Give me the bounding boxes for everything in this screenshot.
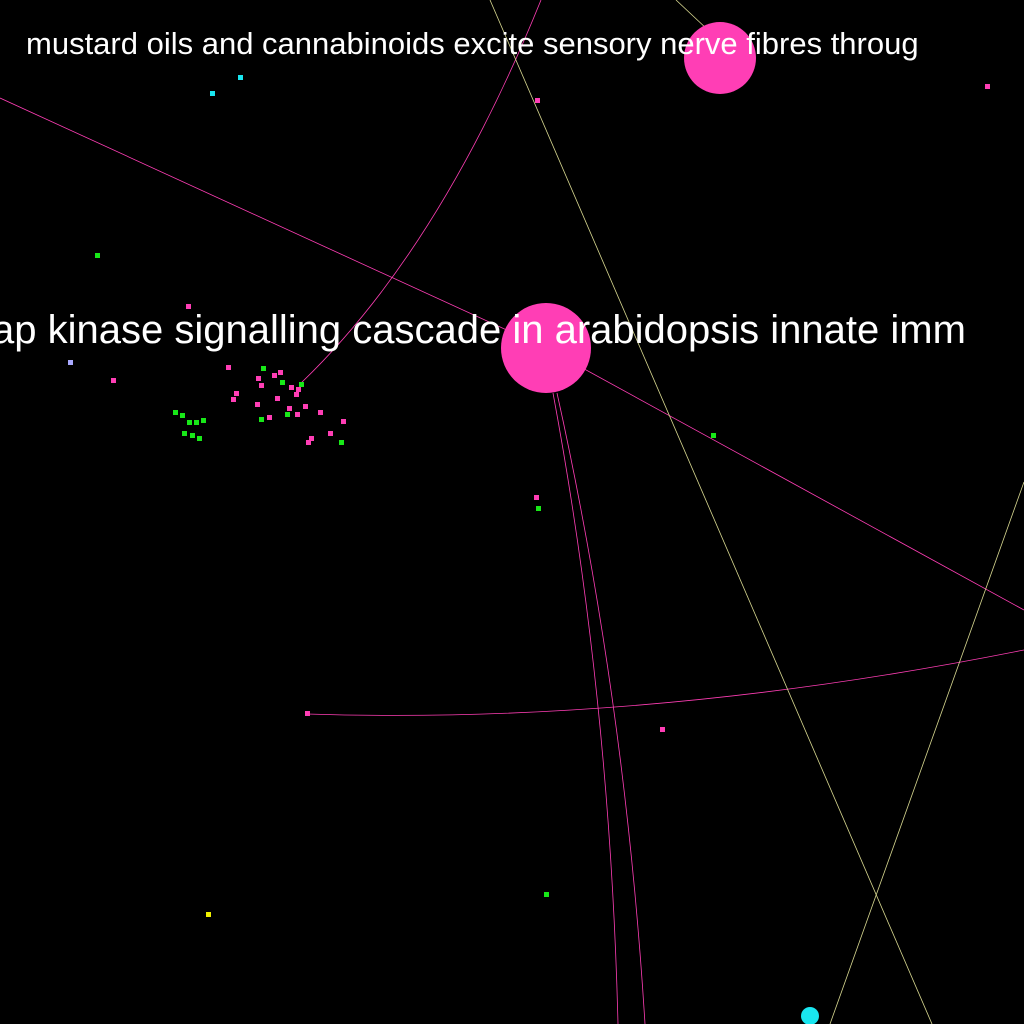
graph-node-small[interactable]: [544, 892, 549, 897]
graph-edge: [306, 649, 1024, 716]
graph-node-small[interactable]: [261, 366, 266, 371]
graph-node-small[interactable]: [231, 397, 236, 402]
graph-node-small[interactable]: [190, 433, 195, 438]
graph-node-small[interactable]: [536, 506, 541, 511]
graph-node-small[interactable]: [272, 373, 277, 378]
graph-node-small[interactable]: [255, 402, 260, 407]
graph-node-large[interactable]: [684, 22, 756, 94]
graph-node-small[interactable]: [256, 376, 261, 381]
graph-node-small[interactable]: [210, 91, 215, 96]
graph-node-small[interactable]: [275, 396, 280, 401]
graph-node-small[interactable]: [238, 75, 243, 80]
graph-node-small[interactable]: [660, 727, 665, 732]
graph-node-small[interactable]: [280, 380, 285, 385]
graph-node-small[interactable]: [306, 440, 311, 445]
graph-node-small[interactable]: [985, 84, 990, 89]
graph-node-small[interactable]: [95, 253, 100, 258]
graph-node-small[interactable]: [711, 433, 716, 438]
node-label-top: mustard oils and cannabinoids excite sen…: [26, 26, 919, 61]
graph-node-small[interactable]: [305, 711, 310, 716]
graph-node-small[interactable]: [194, 420, 199, 425]
graph-node-small[interactable]: [186, 304, 191, 309]
graph-node-small[interactable]: [267, 415, 272, 420]
graph-node-small[interactable]: [173, 410, 178, 415]
graph-node-small[interactable]: [68, 360, 73, 365]
graph-node-small[interactable]: [259, 383, 264, 388]
graph-node-small[interactable]: [534, 495, 539, 500]
graph-node-small[interactable]: [285, 412, 290, 417]
graph-edge: [556, 392, 646, 1024]
graph-node-small[interactable]: [303, 404, 308, 409]
graph-edge: [829, 481, 1024, 1024]
graph-node-small[interactable]: [278, 370, 283, 375]
graph-node-small[interactable]: [187, 420, 192, 425]
graph-node-small[interactable]: [339, 440, 344, 445]
graph-node-small[interactable]: [182, 431, 187, 436]
graph-node-small[interactable]: [318, 410, 323, 415]
graph-edge: [489, 0, 933, 1024]
graph-edge: [299, 0, 542, 385]
graph-node-small[interactable]: [296, 387, 301, 392]
graph-node-large[interactable]: [501, 303, 591, 393]
graph-node-small[interactable]: [180, 413, 185, 418]
graph-node-small[interactable]: [294, 392, 299, 397]
node-label-center: ap kinase signalling cascade in arabidop…: [0, 308, 966, 352]
graph-node-small[interactable]: [197, 436, 202, 441]
graph-node-small[interactable]: [309, 436, 314, 441]
graph-edge: [552, 392, 619, 1024]
graph-node-small[interactable]: [287, 406, 292, 411]
graph-node-small[interactable]: [328, 431, 333, 436]
graph-edge: [675, 0, 709, 31]
graph-node-small[interactable]: [206, 912, 211, 917]
graph-node[interactable]: [801, 1007, 819, 1024]
graph-node-small[interactable]: [234, 391, 239, 396]
graph-node-small[interactable]: [299, 382, 304, 387]
graph-node-small[interactable]: [535, 98, 540, 103]
graph-node-small[interactable]: [259, 417, 264, 422]
graph-node-small[interactable]: [201, 418, 206, 423]
graph-node-small[interactable]: [295, 412, 300, 417]
graph-node-small[interactable]: [289, 385, 294, 390]
graph-node-small[interactable]: [226, 365, 231, 370]
graph-node-small[interactable]: [341, 419, 346, 424]
graph-node-small[interactable]: [111, 378, 116, 383]
